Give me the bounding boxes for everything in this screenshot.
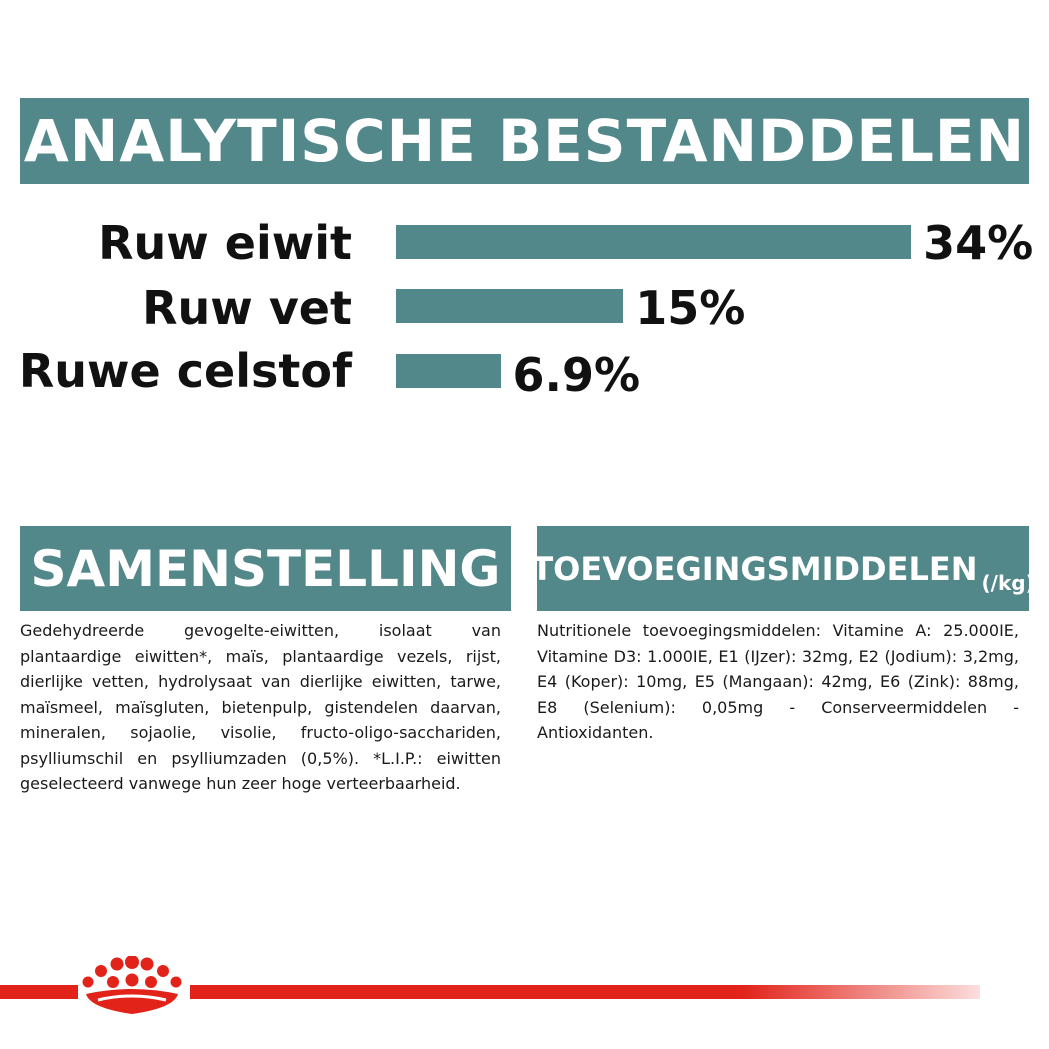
royal-canin-crown-icon: [82, 956, 182, 1014]
footer-line-left: [0, 985, 78, 999]
additives-header: TOEVOEGINGSMIDDELEN(/kg): [537, 526, 1029, 611]
nutrient-bar-fat: [396, 289, 624, 323]
additives-unit: (/kg): [981, 570, 1030, 595]
composition-title: SAMENSTELLING: [30, 539, 501, 598]
additives-title: TOEVOEGINGSMIDDELEN(/kg): [537, 549, 1029, 595]
nutrient-value-fiber: 6.9%: [512, 348, 641, 402]
additives-text: Nutritionele toevoegingsmiddelen: Vitami…: [537, 621, 1019, 742]
banner-title: ANALYTISCHE BESTANDDELEN: [23, 107, 1026, 175]
nutrient-label-protein: Ruw eiwit: [98, 216, 352, 270]
nutrient-value-fat: 15%: [635, 281, 746, 335]
nutrient-bar-fiber: [396, 354, 501, 388]
nutrient-bar-protein: [396, 225, 912, 259]
additives-title-text: TOEVOEGINGSMIDDELEN: [537, 549, 978, 588]
nutrient-value-protein: 34%: [923, 216, 1034, 270]
analytical-banner: ANALYTISCHE BESTANDDELEN: [20, 98, 1029, 184]
composition-header: SAMENSTELLING: [20, 526, 511, 611]
nutrient-label-fat: Ruw vet: [142, 281, 352, 335]
composition-text: Gedehydreerde gevogelte-eiwitten, isolaa…: [20, 621, 501, 793]
footer-line-right: [190, 985, 980, 999]
nutrient-label-fiber: Ruwe celstof: [18, 344, 352, 398]
